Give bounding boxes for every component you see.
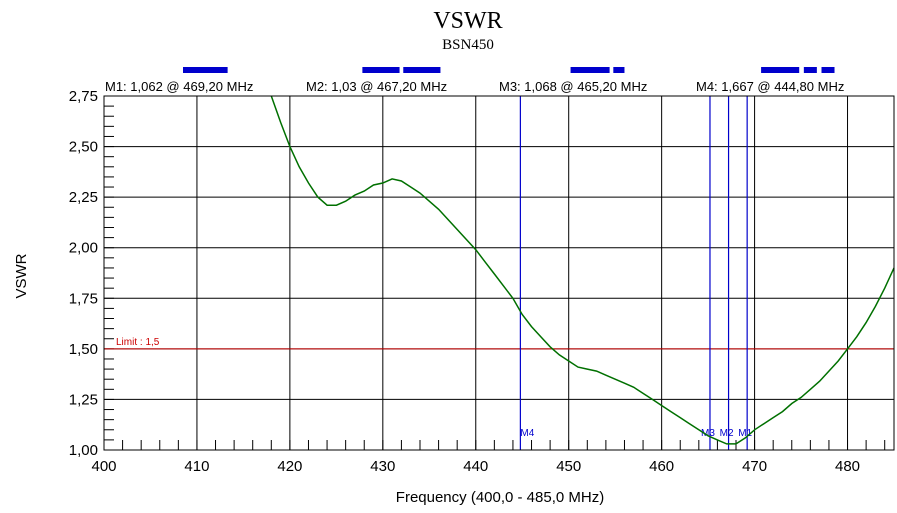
marker-name-m3: M3 — [701, 428, 715, 439]
marker-readouts: M1: 1,062 @ 469,20 MHz M2: 1,03 @ 467,20 … — [105, 79, 844, 94]
chart-subtitle: BSN450 — [442, 37, 494, 53]
chart-title: VSWR — [433, 8, 502, 34]
y-tick-label: 1,50 — [69, 341, 98, 358]
y-tick-label: 1,75 — [69, 290, 98, 307]
band-bar — [613, 67, 625, 73]
marker-lines: M1 M2 M3 M4 — [519, 96, 753, 450]
marker-readout-m1: M1: 1,062 @ 469,20 MHz — [105, 79, 253, 94]
x-tick-label: 440 — [463, 458, 488, 475]
band-bar — [403, 67, 441, 73]
y-tick-labels: 1,00 1,25 1,50 1,75 2,00 2,25 2,50 2,75 — [69, 88, 98, 459]
y-tick-label: 2,75 — [69, 88, 98, 105]
plot-frame — [103, 95, 895, 451]
marker-readout-m4: M4: 1,667 @ 444,80 MHz — [696, 79, 844, 94]
x-tick-label: 400 — [91, 458, 116, 475]
marker-name-m2: M2 — [720, 428, 734, 439]
x-tick-label: 460 — [649, 458, 674, 475]
x-tick-label: 450 — [556, 458, 581, 475]
band-bar — [362, 67, 400, 73]
marker-name-m4: M4 — [520, 428, 534, 439]
y-tick-label: 2,00 — [69, 240, 98, 257]
marker-readout-m3: M3: 1,068 @ 465,20 MHz — [499, 79, 647, 94]
band-bar — [183, 67, 228, 73]
x-tick-label: 480 — [835, 458, 860, 475]
marker-name-m1: M1 — [738, 428, 752, 439]
y-tick-label: 1,00 — [69, 442, 98, 459]
y-tick-label: 2,50 — [69, 139, 98, 156]
marker-readout-m2: M2: 1,03 @ 467,20 MHz — [306, 79, 447, 94]
band-bar — [761, 67, 800, 73]
x-tick-label: 430 — [370, 458, 395, 475]
minor-ticks — [104, 105, 886, 450]
x-tick-label: 410 — [184, 458, 209, 475]
band-bar — [570, 67, 610, 73]
limit-line-group: Limit : 1,5 — [104, 337, 894, 350]
x-tick-label: 420 — [277, 458, 302, 475]
limit-label: Limit : 1,5 — [116, 337, 160, 348]
vswr-series-line — [270, 95, 895, 445]
y-axis-label: VSWR — [13, 253, 30, 298]
y-tick-label: 2,25 — [69, 189, 98, 206]
y-tick-label: 1,25 — [69, 391, 98, 408]
series-group — [270, 95, 895, 445]
grid-lines — [104, 96, 894, 450]
x-axis-label: Frequency (400,0 - 485,0 MHz) — [396, 489, 604, 506]
x-tick-labels: 400 410 420 430 440 450 460 470 480 — [91, 458, 860, 475]
band-bar — [821, 67, 835, 73]
x-tick-label: 470 — [742, 458, 767, 475]
band-bar — [803, 67, 817, 73]
band-bars — [183, 67, 835, 73]
